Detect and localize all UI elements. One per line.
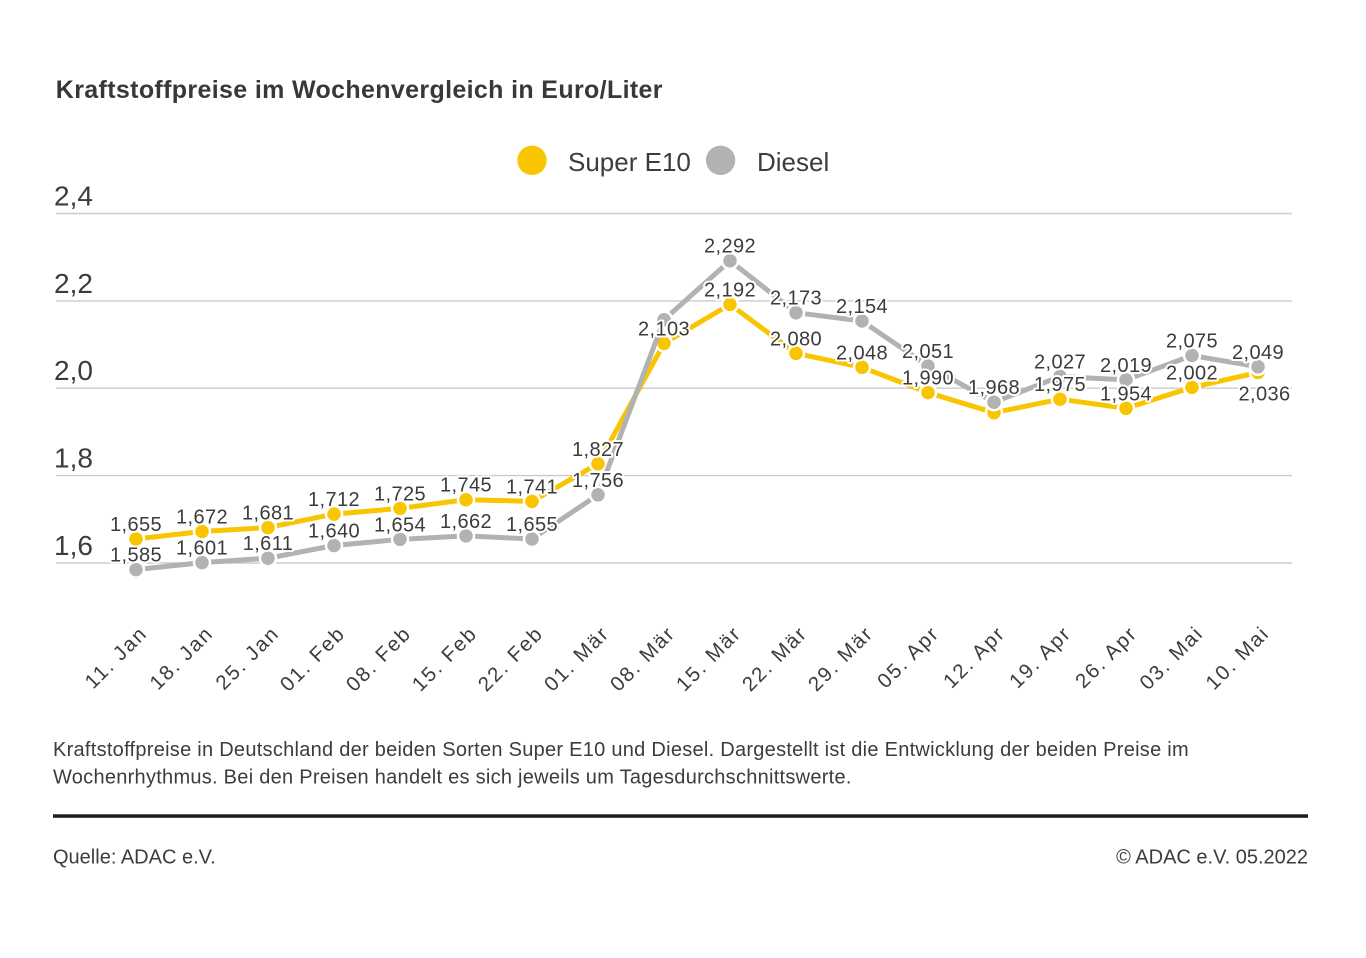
svg-text:Wochenrhythmus. Bei den Preise: Wochenrhythmus. Bei den Preisen handelt … xyxy=(53,766,852,788)
svg-text:2,051: 2,051 xyxy=(902,341,954,363)
svg-text:05. Apr: 05. Apr xyxy=(873,622,944,693)
svg-text:1,968: 1,968 xyxy=(968,377,1020,399)
svg-text:11. Jan: 11. Jan xyxy=(80,622,152,694)
svg-text:26. Apr: 26. Apr xyxy=(1071,622,1142,693)
svg-text:1,655: 1,655 xyxy=(506,514,558,536)
svg-text:2,103: 2,103 xyxy=(638,318,690,340)
svg-text:2,192: 2,192 xyxy=(704,279,756,301)
svg-text:Super E10: Super E10 xyxy=(568,147,691,177)
svg-text:22. Mär: 22. Mär xyxy=(738,622,812,696)
svg-text:© ADAC e.V. 05.2022: © ADAC e.V. 05.2022 xyxy=(1116,847,1308,869)
svg-text:1,611: 1,611 xyxy=(243,533,294,555)
svg-text:1,990: 1,990 xyxy=(902,368,954,390)
svg-text:29. Mär: 29. Mär xyxy=(804,622,878,696)
svg-text:08. Mär: 08. Mär xyxy=(606,622,680,696)
svg-text:1,655: 1,655 xyxy=(110,514,162,536)
svg-text:1,601: 1,601 xyxy=(176,538,228,560)
svg-text:2,154: 2,154 xyxy=(836,296,888,318)
svg-text:1,975: 1,975 xyxy=(1034,374,1086,396)
svg-text:2,049: 2,049 xyxy=(1232,342,1284,364)
svg-text:2,292: 2,292 xyxy=(704,236,756,258)
svg-text:1,954: 1,954 xyxy=(1100,383,1152,405)
svg-text:1,8: 1,8 xyxy=(54,443,93,474)
svg-text:2,173: 2,173 xyxy=(770,288,822,310)
svg-text:2,2: 2,2 xyxy=(54,268,93,299)
svg-text:10. Mai: 10. Mai xyxy=(1201,622,1274,695)
svg-text:1,681: 1,681 xyxy=(242,503,294,525)
svg-text:19. Apr: 19. Apr xyxy=(1005,622,1076,693)
svg-text:Quelle: ADAC e.V.: Quelle: ADAC e.V. xyxy=(53,847,216,869)
svg-text:1,585: 1,585 xyxy=(110,545,162,567)
svg-text:15. Mär: 15. Mär xyxy=(672,622,746,696)
svg-text:1,640: 1,640 xyxy=(308,521,360,543)
svg-text:2,080: 2,080 xyxy=(770,328,822,350)
svg-text:08. Feb: 08. Feb xyxy=(342,622,416,696)
svg-text:22. Feb: 22. Feb xyxy=(474,622,548,696)
svg-text:1,662: 1,662 xyxy=(440,511,492,533)
svg-text:Kraftstoffpreise im Wochenverg: Kraftstoffpreise im Wochenvergleich in E… xyxy=(56,76,663,104)
svg-text:1,827: 1,827 xyxy=(572,439,624,461)
svg-text:12. Apr: 12. Apr xyxy=(939,622,1010,693)
svg-text:2,019: 2,019 xyxy=(1100,355,1152,377)
svg-text:1,6: 1,6 xyxy=(54,530,93,561)
svg-text:1,672: 1,672 xyxy=(176,507,228,529)
svg-text:15. Feb: 15. Feb xyxy=(408,622,482,696)
svg-text:2,075: 2,075 xyxy=(1166,331,1218,353)
svg-text:Kraftstoffpreise in Deutschlan: Kraftstoffpreise in Deutschland der beid… xyxy=(53,739,1189,761)
svg-text:1,725: 1,725 xyxy=(374,483,426,505)
svg-text:1,745: 1,745 xyxy=(440,475,492,497)
svg-text:1,756: 1,756 xyxy=(572,470,624,492)
svg-text:2,036: 2,036 xyxy=(1238,384,1290,406)
svg-text:1,741: 1,741 xyxy=(506,476,558,498)
svg-text:03. Mai: 03. Mai xyxy=(1135,622,1208,695)
svg-text:01. Feb: 01. Feb xyxy=(276,622,350,696)
svg-text:2,4: 2,4 xyxy=(54,181,93,212)
svg-text:2,0: 2,0 xyxy=(54,355,93,386)
svg-text:1,712: 1,712 xyxy=(308,489,360,511)
svg-text:25. Jan: 25. Jan xyxy=(211,622,284,695)
svg-text:2,027: 2,027 xyxy=(1034,352,1086,374)
svg-text:2,048: 2,048 xyxy=(836,342,888,364)
svg-text:2,002: 2,002 xyxy=(1166,362,1218,384)
svg-text:01. Mär: 01. Mär xyxy=(540,622,614,696)
svg-text:1,654: 1,654 xyxy=(374,514,426,536)
svg-text:18. Jan: 18. Jan xyxy=(145,622,218,695)
svg-text:Diesel: Diesel xyxy=(757,147,829,177)
